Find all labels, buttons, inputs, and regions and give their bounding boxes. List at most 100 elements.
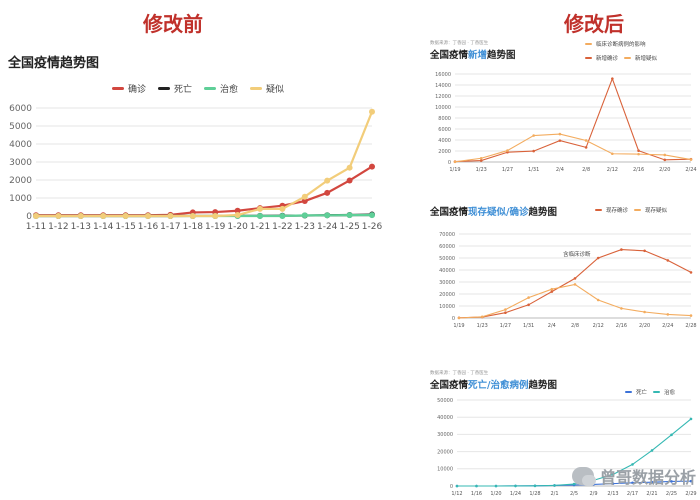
data-point (611, 473, 615, 476)
data-point (257, 205, 263, 212)
data-point (573, 283, 577, 286)
x-tick-label: 1/23 (477, 323, 488, 328)
y-tick-label: 40000 (437, 415, 453, 421)
data-point (550, 287, 554, 291)
y-tick-label: 6000 (438, 127, 451, 133)
after-existing-legend: 现存确诊 现存疑似 (595, 206, 667, 214)
data-point (369, 163, 375, 170)
x-tick-label: 1-24 (317, 222, 338, 232)
data-point (301, 193, 308, 200)
legend-item[interactable]: 疑似 (250, 82, 284, 95)
after-existing-cases-panel: 全国疫情现存疑似/确诊趋势图 现存确诊 现存疑似 0 10000 20000 3000… (425, 200, 700, 328)
y-tick-label: 10000 (439, 304, 455, 310)
y-tick-label: 20000 (437, 449, 453, 455)
data-point (663, 153, 667, 157)
data-source-note: 数据来源：丁香园 · 丁香医生 (430, 41, 489, 46)
y-tick-label: 0 (26, 212, 32, 222)
y-tick-label: 10000 (435, 105, 451, 111)
clinical-legend: 临床诊断病例的影响 (585, 40, 646, 48)
x-tick-label: 2/25 (666, 491, 677, 497)
legend-swatch (585, 57, 592, 59)
series-line (454, 133, 692, 163)
data-point (506, 149, 509, 152)
data-point (527, 303, 530, 307)
legend-swatch (625, 391, 632, 393)
legend-item[interactable]: 确诊 (112, 82, 146, 95)
data-point (611, 152, 614, 156)
legend-item[interactable]: 临床诊断病例的影响 (585, 40, 646, 48)
x-tick-label: 2/12 (593, 323, 604, 328)
legend-item[interactable]: 治愈 (204, 82, 238, 95)
after-existing-chart: 0 10000 20000 30000 40000 50000 60000 70000 1/19… (439, 232, 697, 328)
legend-item[interactable]: 死亡 (625, 388, 647, 396)
data-point (532, 134, 535, 137)
x-tick-label: 2/8 (582, 167, 590, 173)
data-point (212, 213, 219, 219)
data-source-note: 数据来源：丁香园 · 丁香医生 (430, 371, 489, 376)
wechat-icon (571, 467, 596, 486)
title-prefix: 全国疫情 (430, 380, 469, 391)
data-point (527, 296, 530, 299)
y-tick-label: 2000 (9, 176, 32, 186)
data-point (324, 189, 331, 196)
legend-item[interactable]: 现存确诊 (595, 206, 628, 214)
after-new-cases-chart: 0 2000 4000 6000 8000 10000 12000 14000 16000 1/1… (435, 72, 697, 173)
title-suffix: 趋势图 (487, 50, 516, 61)
y-tick-label: 0 (452, 316, 455, 322)
data-point (479, 159, 483, 162)
data-point (650, 449, 654, 452)
data-point (631, 481, 634, 485)
x-tick-label: 1-26 (362, 222, 383, 232)
y-tick-label: 12000 (435, 94, 451, 100)
y-tick-label: 3000 (9, 158, 32, 168)
data-point (620, 248, 623, 251)
x-tick-label: 2/12 (607, 167, 618, 173)
data-point (369, 212, 375, 219)
legend-label: 疑似 (266, 85, 285, 95)
x-tick-label: 1-25 (339, 222, 359, 232)
y-tick-label: 1000 (9, 194, 32, 204)
data-point (558, 139, 562, 142)
legend-label: 治愈 (664, 390, 676, 396)
series-line (36, 165, 373, 217)
data-point (514, 484, 517, 488)
data-point (504, 308, 507, 311)
data-point (666, 313, 670, 316)
data-point (100, 213, 107, 219)
data-point (77, 213, 84, 219)
legend-item[interactable]: 新增疑似 (624, 54, 657, 62)
x-tick-label: 1/27 (502, 167, 513, 173)
legend-item[interactable]: 新增确诊 (585, 54, 618, 62)
legend-swatch-suspected (250, 87, 263, 90)
legend-swatch (624, 57, 632, 59)
data-point (324, 177, 331, 184)
x-tick-label: 1/23 (476, 167, 487, 173)
data-point (480, 315, 484, 319)
data-point (457, 316, 461, 320)
x-tick-label: 1/31 (528, 167, 539, 173)
y-tick-label: 6000 (9, 104, 32, 114)
x-tick-label: 2/24 (662, 323, 673, 328)
series-line (454, 77, 692, 163)
legend-swatch-death (158, 87, 171, 90)
legend-item[interactable]: 治愈 (653, 388, 675, 396)
y-tick-label: 4000 (438, 138, 451, 144)
data-point (572, 482, 576, 486)
x-tick-label: 1/12 (451, 491, 462, 497)
watermark-text: 曾哥数据分析 (599, 468, 696, 487)
x-tick-label: 1/19 (449, 167, 460, 173)
data-point (301, 198, 308, 205)
data-point (494, 484, 498, 488)
legend-item[interactable]: 现存疑似 (634, 206, 667, 214)
x-tick-label: 2/28 (685, 323, 696, 328)
x-tick-label: 2/20 (659, 167, 670, 173)
data-point (234, 212, 241, 219)
before-chart-legend: 确诊 死亡 治愈 疑似 (112, 82, 284, 95)
x-tick-label: 2/24 (685, 167, 696, 173)
before-chart-title: 全国疫情趋势图 (8, 56, 100, 71)
data-point (611, 482, 615, 485)
legend-label: 新增确诊 (596, 56, 619, 62)
legend-item[interactable]: 死亡 (158, 82, 192, 95)
legend-label: 现存确诊 (606, 208, 629, 214)
data-point (369, 108, 375, 115)
